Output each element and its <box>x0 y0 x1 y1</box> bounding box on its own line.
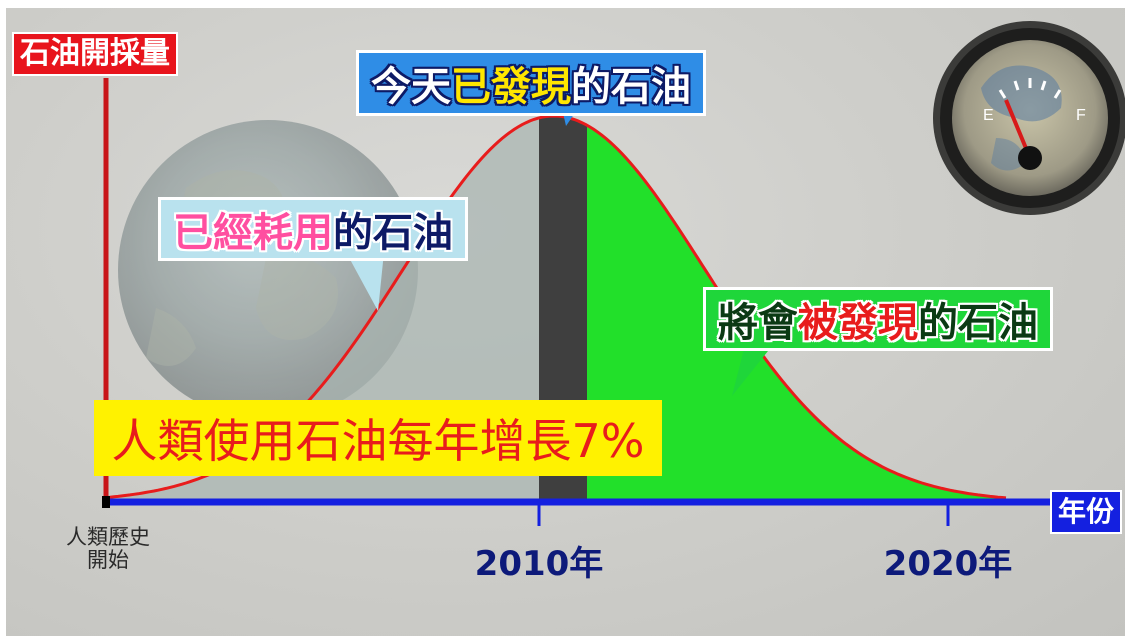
globe-icon <box>118 120 418 420</box>
callout-segment: 的石油 <box>918 300 1038 346</box>
consumed-callout-pointer <box>346 252 384 311</box>
y-axis-title: 石油開採量 <box>12 32 178 76</box>
future-oil-area <box>587 125 1006 502</box>
callout-segment: 的石油 <box>571 64 691 110</box>
callout-segment: 的石油 <box>333 210 453 256</box>
callout-segment-highlight: 被發現 <box>798 300 918 346</box>
callout-discovered-today: 今天 已發現 的石油 <box>356 50 706 116</box>
callout-segment: 今天 <box>371 64 451 110</box>
x-axis-title: 年份 <box>1050 490 1123 534</box>
x-tick-label-start-line1: 人類歷史 <box>66 525 150 549</box>
callout-consumed-oil: 已經耗用 的石油 <box>158 197 468 261</box>
x-axis-origin-tick <box>102 496 110 508</box>
growth-rate-note: 人類使用石油每年增長7% <box>94 400 662 476</box>
svg-text:F: F <box>1076 107 1086 124</box>
fuel-gauge-icon: E F <box>933 21 1125 215</box>
callout-segment-highlight: 已經耗用 <box>173 210 333 256</box>
future-callout-pointer <box>732 341 776 396</box>
callout-segment: 將會 <box>718 300 798 346</box>
callout-segment-highlight: 已發現 <box>451 64 571 110</box>
diagram-canvas: E F 石油開採量 年份 今天 已發現 的石油 已經耗用 的石油 將會 被發現 的石油 人… <box>6 8 1125 636</box>
x-tick-label-2010: 2010年 <box>474 544 604 584</box>
callout-future-oil: 將會 被發現 的石油 <box>703 287 1053 351</box>
x-tick-label-start-line2: 開始 <box>87 548 129 573</box>
x-tick-label-2020: 2020年 <box>883 544 1013 584</box>
x-tick-label-start: 人類歷史 開始 <box>58 525 158 573</box>
svg-text:E: E <box>983 107 994 124</box>
